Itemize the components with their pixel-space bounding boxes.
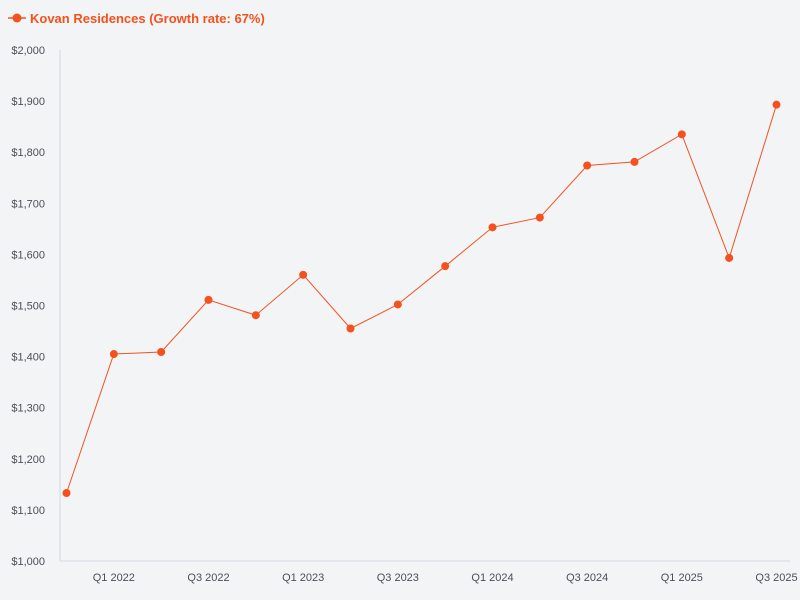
legend[interactable]: Kovan Residences (Growth rate: 67%): [8, 8, 265, 28]
legend-marker-icon: [8, 13, 26, 23]
y-tick-label: $1,600: [11, 249, 45, 261]
data-point[interactable]: [299, 270, 308, 279]
data-point[interactable]: [204, 295, 213, 304]
x-tick-label: Q3 2022: [187, 572, 229, 584]
data-point[interactable]: [346, 324, 355, 333]
y-tick-label: $1,300: [11, 403, 45, 415]
data-point[interactable]: [488, 223, 497, 232]
y-tick-label: $1,000: [11, 556, 45, 568]
y-tick-label: $1,400: [11, 352, 45, 364]
y-tick-label: $2,000: [11, 45, 45, 57]
y-tick-label: $1,900: [11, 96, 45, 108]
data-point[interactable]: [251, 311, 260, 320]
data-point[interactable]: [441, 262, 450, 271]
x-tick-label: Q1 2025: [661, 572, 703, 584]
data-point[interactable]: [393, 300, 402, 309]
x-tick-label: Q1 2022: [93, 572, 135, 584]
y-tick-label: $1,800: [11, 147, 45, 159]
legend-label: Kovan Residences (Growth rate: 67%): [30, 10, 265, 26]
data-point[interactable]: [772, 100, 781, 109]
data-point[interactable]: [157, 348, 166, 357]
data-point[interactable]: [677, 130, 686, 139]
data-point[interactable]: [725, 253, 734, 262]
y-tick-label: $1,100: [11, 505, 45, 517]
y-tick-label: $1,500: [11, 301, 45, 313]
x-tick-label: Q1 2023: [282, 572, 324, 584]
y-tick-label: $1,200: [11, 454, 45, 466]
data-point[interactable]: [535, 213, 544, 222]
series-line: [66, 104, 777, 494]
y-tick-label: $1,700: [11, 198, 45, 210]
data-point[interactable]: [583, 161, 592, 170]
data-point[interactable]: [630, 157, 639, 166]
data-point[interactable]: [62, 489, 71, 498]
data-point[interactable]: [109, 350, 118, 359]
x-tick-label: Q3 2024: [566, 572, 608, 584]
x-tick-label: Q3 2025: [755, 572, 797, 584]
x-tick-label: Q3 2023: [377, 572, 419, 584]
x-tick-label: Q1 2024: [471, 572, 513, 584]
